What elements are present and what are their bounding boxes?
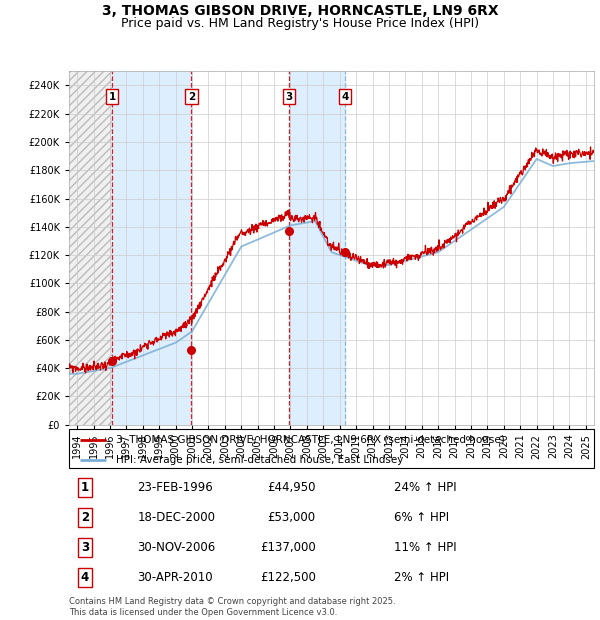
Text: 23-FEB-1996: 23-FEB-1996 [137, 481, 213, 494]
Text: 2: 2 [80, 511, 89, 524]
Text: 11% ↑ HPI: 11% ↑ HPI [395, 541, 457, 554]
Text: £44,950: £44,950 [267, 481, 316, 494]
Text: 3, THOMAS GIBSON DRIVE, HORNCASTLE, LN9 6RX: 3, THOMAS GIBSON DRIVE, HORNCASTLE, LN9 … [101, 4, 499, 19]
Text: 1: 1 [109, 92, 116, 102]
Bar [289, 71, 345, 425]
Text: Price paid vs. HM Land Registry's House Price Index (HPI): Price paid vs. HM Land Registry's House … [121, 17, 479, 30]
Text: 4: 4 [341, 92, 349, 102]
Text: 18-DEC-2000: 18-DEC-2000 [137, 511, 215, 524]
Text: 2: 2 [188, 92, 195, 102]
Text: 3, THOMAS GIBSON DRIVE, HORNCASTLE, LN9 6RX (semi-detached house): 3, THOMAS GIBSON DRIVE, HORNCASTLE, LN9 … [116, 435, 505, 445]
Text: 30-APR-2010: 30-APR-2010 [137, 570, 213, 583]
Text: 2% ↑ HPI: 2% ↑ HPI [395, 570, 449, 583]
Text: 4: 4 [80, 570, 89, 583]
Text: 24% ↑ HPI: 24% ↑ HPI [395, 481, 457, 494]
Bar [112, 71, 191, 425]
Text: 6% ↑ HPI: 6% ↑ HPI [395, 511, 449, 524]
Text: 3: 3 [80, 541, 89, 554]
Text: 1: 1 [80, 481, 89, 494]
Bar [69, 71, 112, 425]
Text: 3: 3 [286, 92, 293, 102]
Text: HPI: Average price, semi-detached house, East Lindsey: HPI: Average price, semi-detached house,… [116, 454, 404, 464]
Text: 30-NOV-2006: 30-NOV-2006 [137, 541, 215, 554]
Text: Contains HM Land Registry data © Crown copyright and database right 2025.
This d: Contains HM Land Registry data © Crown c… [69, 598, 395, 617]
Text: £122,500: £122,500 [260, 570, 316, 583]
Text: £137,000: £137,000 [260, 541, 316, 554]
Text: £53,000: £53,000 [268, 511, 316, 524]
